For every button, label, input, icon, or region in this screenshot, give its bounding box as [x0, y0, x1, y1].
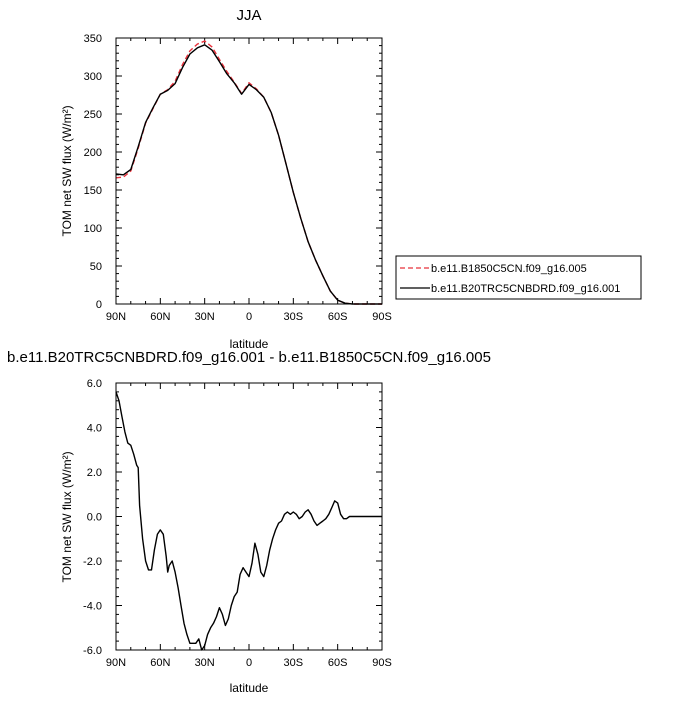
- top-ytick-label: 300: [84, 71, 102, 83]
- bottom-chart-xlabel: latitude: [230, 681, 269, 695]
- top-ytick-label: 350: [84, 33, 102, 45]
- bottom-ytick-label: -2.0: [83, 556, 102, 568]
- top-xtick-label: 0: [246, 311, 252, 323]
- top-chart-frame: [115, 37, 383, 305]
- top-ytick-label: 100: [84, 223, 102, 235]
- bottom-xtick-label: 90N: [106, 657, 126, 669]
- top-series-line-1: [115, 40, 382, 305]
- top-series-line-2: [115, 44, 382, 305]
- top-xtick-label: 90S: [372, 311, 392, 323]
- bottom-xtick-label: 90S: [372, 657, 392, 669]
- legend-box: [395, 255, 642, 300]
- bottom-xtick-label: 60N: [150, 657, 170, 669]
- top-xtick-label: 60N: [150, 311, 170, 323]
- top-xtick-label: 30S: [284, 311, 304, 323]
- top-ytick-label: 0: [96, 299, 102, 311]
- top-xtick-label: 90N: [106, 311, 126, 323]
- legend: b.e11.B1850C5CN.f09_g16.005 b.e11.B20TRC…: [395, 255, 642, 300]
- bottom-chart-ylabel: TOM net SW flux (W/m²): [60, 451, 74, 582]
- top-chart-ticks: 90N 60N 30N 0 30S 60S 90S 0 50 100 150 200 250 300 350: [84, 33, 392, 323]
- bottom-ytick-label: 2.0: [87, 467, 102, 479]
- bottom-ytick-label: -4.0: [83, 601, 102, 613]
- bottom-chart-ticks: 90N 60N 30N 0 30S 60S 90S -6.0 -4.0 -2.0 0.0 2.0 4.0…: [83, 378, 392, 669]
- legend-label-series-1: b.e11.B1850C5CN.f09_g16.005: [431, 263, 587, 275]
- bottom-ytick-label: 0.0: [87, 512, 102, 524]
- bottom-ytick-label: 4.0: [87, 423, 102, 435]
- top-ytick-label: 150: [84, 185, 102, 197]
- top-chart-xlabel: latitude: [230, 337, 269, 351]
- top-chart-lines: [115, 40, 382, 305]
- bottom-ytick-label: 6.0: [87, 378, 102, 390]
- bottom-series-line-1: [115, 391, 382, 651]
- bottom-ytick-label: -6.0: [83, 645, 102, 657]
- top-xtick-label: 30N: [195, 311, 215, 323]
- bottom-panel: b.e11.B20TRC5CNBDRD.f09_g16.001 - b.e11.…: [7, 349, 491, 695]
- bottom-chart-frame: [115, 382, 383, 651]
- top-ytick-label: 50: [90, 261, 102, 273]
- top-xtick-label: 60S: [328, 311, 348, 323]
- top-ytick-label: 250: [84, 109, 102, 121]
- top-ytick-label: 200: [84, 147, 102, 159]
- bottom-xtick-label: 0: [246, 657, 252, 669]
- legend-label-series-2: b.e11.B20TRC5CNBDRD.f09_g16.001: [431, 283, 620, 295]
- bottom-chart-title: b.e11.B20TRC5CNBDRD.f09_g16.001 - b.e11.…: [7, 349, 491, 366]
- top-chart-title: JJA: [236, 7, 261, 24]
- bottom-chart-lines: [115, 391, 382, 651]
- bottom-xtick-label: 30S: [284, 657, 304, 669]
- bottom-xtick-label: 30N: [195, 657, 215, 669]
- bottom-xtick-label: 60S: [328, 657, 348, 669]
- top-chart-ylabel: TOM net SW flux (W/m²): [60, 105, 74, 236]
- top-panel: JJA TOM net SW flux (W/m²) latitude 90N 6…: [60, 7, 392, 351]
